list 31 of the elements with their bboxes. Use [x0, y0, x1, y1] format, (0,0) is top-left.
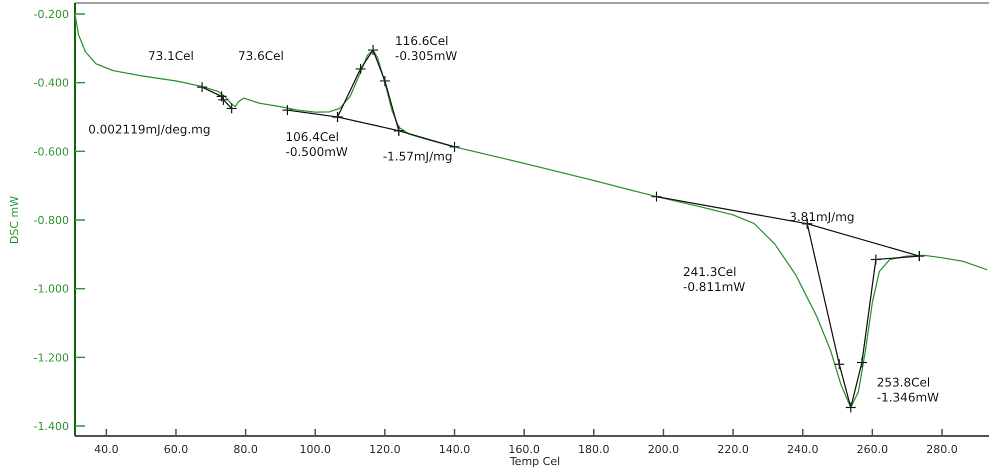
x-tick-label: 220.0 — [717, 443, 749, 456]
annotation: 3.81mJ/mg — [789, 210, 855, 224]
x-tick-label: 240.0 — [786, 443, 818, 456]
y-tick-label: -0.400 — [34, 76, 69, 90]
x-tick-label: 140.0 — [438, 443, 470, 456]
x-tick-label: 100.0 — [300, 443, 331, 456]
y-tick-label: -1.000 — [34, 282, 69, 296]
annotation: 73.1Cel — [148, 49, 194, 63]
y-tick-label: -1.400 — [34, 420, 69, 434]
x-tick-label: 120.0 — [369, 443, 401, 456]
y-tick-label: -0.600 — [34, 145, 69, 158]
x-tick-label: 200.0 — [648, 443, 680, 456]
x-tick-label: 60.0 — [164, 443, 188, 456]
annotation: 241.3Cel -0.811mW — [683, 265, 746, 294]
x-tick-label: 160.0 — [508, 443, 540, 456]
x-tick-label: 280.0 — [926, 443, 958, 456]
annotation: 106.4Cel -0.500mW — [286, 130, 348, 159]
x-tick-label: 180.0 — [578, 443, 610, 456]
annotation: 73.6Cel — [238, 49, 284, 63]
annotation: 0.002119mJ/deg.mg — [88, 122, 210, 136]
x-tick-label: 80.0 — [233, 443, 258, 456]
x-tick-label: 260.0 — [856, 443, 888, 456]
annotation: 253.8Cel -1.346mW — [876, 376, 940, 404]
y-axis-title: DSC mW — [8, 196, 21, 244]
y-tick-label: -1.200 — [34, 351, 69, 364]
annotation: 116.6Cel -0.305mW — [395, 34, 458, 64]
x-axis-title: Temp Cel — [508, 455, 560, 468]
annotation: -1.57mJ/mg — [382, 150, 452, 164]
y-tick-label: -0.800 — [34, 214, 69, 228]
y-tick-label: -0.200 — [34, 8, 69, 21]
x-tick-label: 40.0 — [94, 443, 119, 456]
